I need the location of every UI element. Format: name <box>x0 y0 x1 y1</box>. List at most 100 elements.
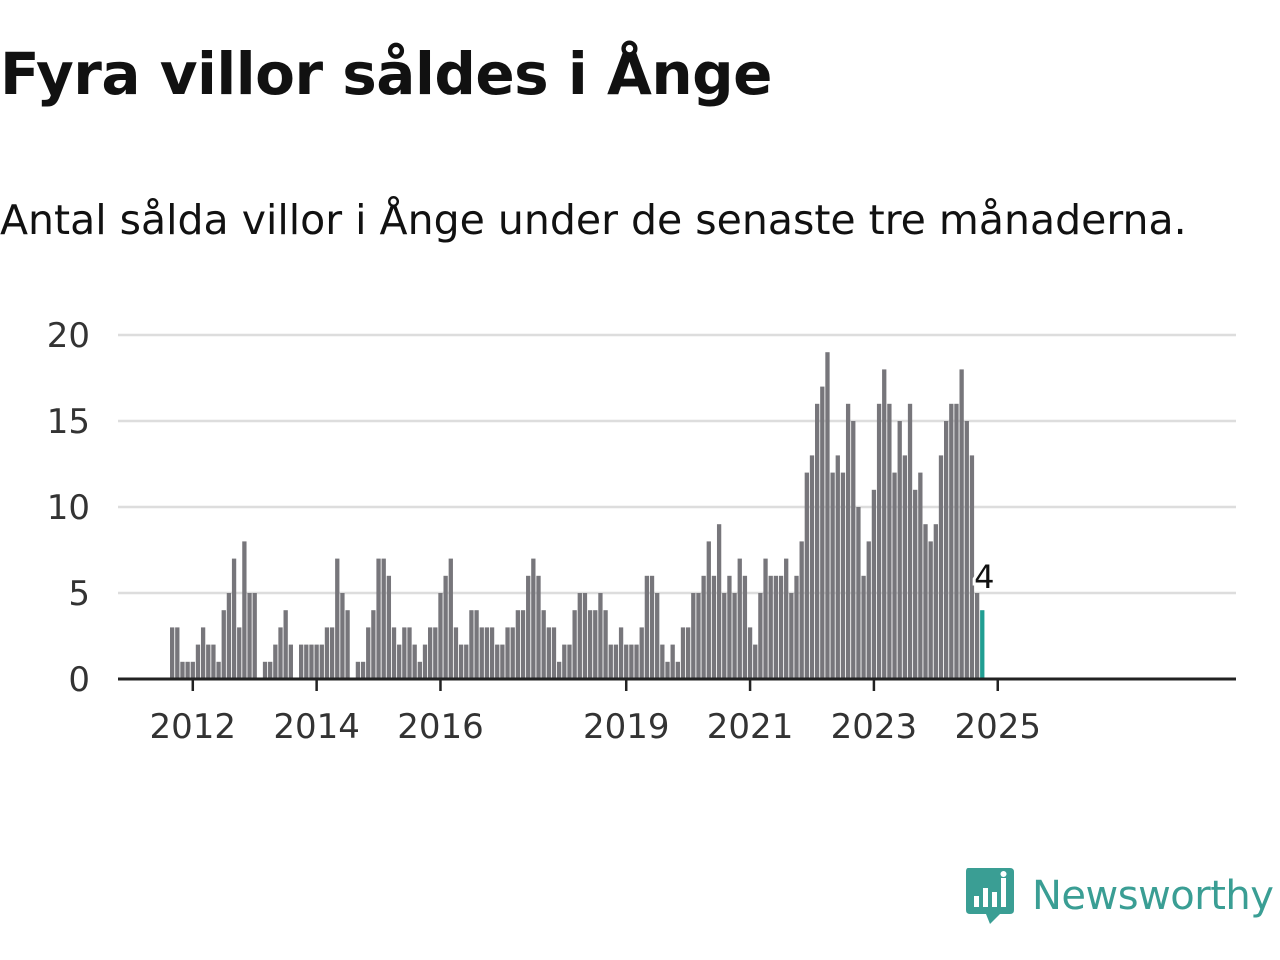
bar <box>355 661 361 679</box>
bar <box>324 627 330 679</box>
bar <box>458 644 464 679</box>
brand-name: Newsworthy <box>1032 873 1274 919</box>
bar <box>237 627 242 679</box>
bar <box>820 386 825 679</box>
bar <box>299 644 304 679</box>
bar <box>371 610 376 679</box>
bars <box>170 352 985 679</box>
bar <box>737 558 742 679</box>
bar <box>742 575 748 679</box>
tick-labels: 0 5 10 15 20 2012 2014 2016 2019 2021 2023 2025 4 <box>47 316 1041 747</box>
chart-subtitle: Antal sålda villor i Ånge under de senas… <box>0 196 1187 244</box>
chart-title: Fyra villor såldes i Ånge <box>0 40 773 108</box>
bar <box>536 575 541 679</box>
bar <box>897 421 902 679</box>
bar <box>448 558 453 679</box>
bar <box>252 593 257 679</box>
bar <box>386 575 392 679</box>
bar <box>231 558 237 679</box>
bar <box>567 644 572 679</box>
bar <box>887 403 892 679</box>
brand-logo: Newsworthy <box>964 864 1274 928</box>
bar <box>686 627 691 679</box>
bar <box>918 472 923 679</box>
bar <box>360 661 366 679</box>
bar <box>593 610 598 679</box>
bar <box>443 575 448 679</box>
bar <box>438 593 443 679</box>
bar <box>892 472 897 679</box>
bar <box>680 627 686 679</box>
bar <box>262 661 268 679</box>
bar <box>913 489 918 679</box>
bar <box>340 593 345 679</box>
bar <box>784 558 789 679</box>
bar <box>195 644 201 679</box>
bar <box>670 644 675 679</box>
bar <box>799 541 804 679</box>
x-tick-label: 2019 <box>583 707 670 747</box>
bar <box>211 644 216 679</box>
y-tick-label: 15 <box>47 402 90 442</box>
bar <box>815 403 820 679</box>
bar <box>180 661 185 679</box>
bar <box>634 644 639 679</box>
bar <box>660 644 665 679</box>
bar <box>644 575 650 679</box>
bar <box>484 627 490 679</box>
bar <box>474 610 479 679</box>
bar <box>562 644 567 679</box>
x-tick-label: 2023 <box>831 707 918 747</box>
bar <box>613 644 619 679</box>
bar <box>608 644 613 679</box>
bar <box>314 644 319 679</box>
bar <box>944 421 949 679</box>
bar <box>876 403 882 679</box>
bar <box>510 627 515 679</box>
bar <box>577 593 582 679</box>
bar <box>773 575 779 679</box>
y-tick-label: 0 <box>68 660 90 700</box>
bar <box>938 455 944 679</box>
bar <box>541 610 546 679</box>
bar-highlight <box>980 610 985 679</box>
bar <box>428 627 433 679</box>
x-tick-label: 2025 <box>954 707 1041 747</box>
bar <box>753 644 758 679</box>
bar <box>175 627 180 679</box>
bar <box>649 575 655 679</box>
bar <box>727 575 732 679</box>
bar <box>319 644 324 679</box>
bar <box>861 575 866 679</box>
bar <box>851 421 856 679</box>
bar <box>732 593 737 679</box>
bar <box>959 369 964 679</box>
bar <box>221 610 226 679</box>
bar <box>412 644 417 679</box>
bar <box>288 644 293 679</box>
bar <box>701 575 706 679</box>
bar <box>804 472 809 679</box>
bar <box>515 610 521 679</box>
bar <box>381 558 386 679</box>
bar <box>587 610 593 679</box>
bar <box>618 627 624 679</box>
bar <box>706 541 711 679</box>
bar <box>949 403 954 679</box>
bar <box>433 627 438 679</box>
highlight-value-label: 4 <box>974 558 994 596</box>
bar <box>247 593 252 679</box>
y-tick-label: 5 <box>68 574 90 614</box>
bar <box>417 661 422 679</box>
bar <box>923 524 928 679</box>
bar <box>309 644 314 679</box>
bar <box>639 627 644 679</box>
bar <box>345 610 350 679</box>
newsworthy-logo-icon <box>966 868 1014 924</box>
bar <box>407 627 412 679</box>
bar <box>278 627 283 679</box>
bar <box>655 593 660 679</box>
bar <box>665 661 670 679</box>
x-tick-label: 2016 <box>397 707 484 747</box>
bar <box>200 627 206 679</box>
